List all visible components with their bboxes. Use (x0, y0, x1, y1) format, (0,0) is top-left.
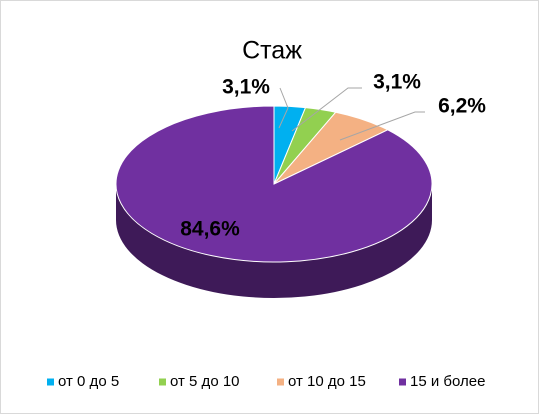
data-label: 3,1% (222, 76, 270, 99)
legend-label: от 5 до 10 (170, 373, 240, 390)
chart-title: Стаж (242, 37, 302, 65)
legend-swatch (277, 378, 284, 386)
data-label: 3,1% (373, 71, 421, 94)
leader-line (278, 87, 289, 129)
leader-line (291, 87, 362, 132)
legend-swatch (47, 378, 54, 386)
legend-label: от 10 до 15 (288, 373, 366, 390)
leader-line (339, 111, 425, 141)
pie-side (116, 184, 432, 298)
legend-swatch (159, 378, 166, 386)
data-label: 84,6% (180, 218, 240, 241)
data-label: 6,2% (438, 95, 486, 118)
legend-swatch (399, 378, 406, 386)
pie-slice (115, 105, 433, 263)
legend-label: 15 и более (410, 373, 485, 390)
legend-label: от 0 до 5 (58, 373, 119, 390)
